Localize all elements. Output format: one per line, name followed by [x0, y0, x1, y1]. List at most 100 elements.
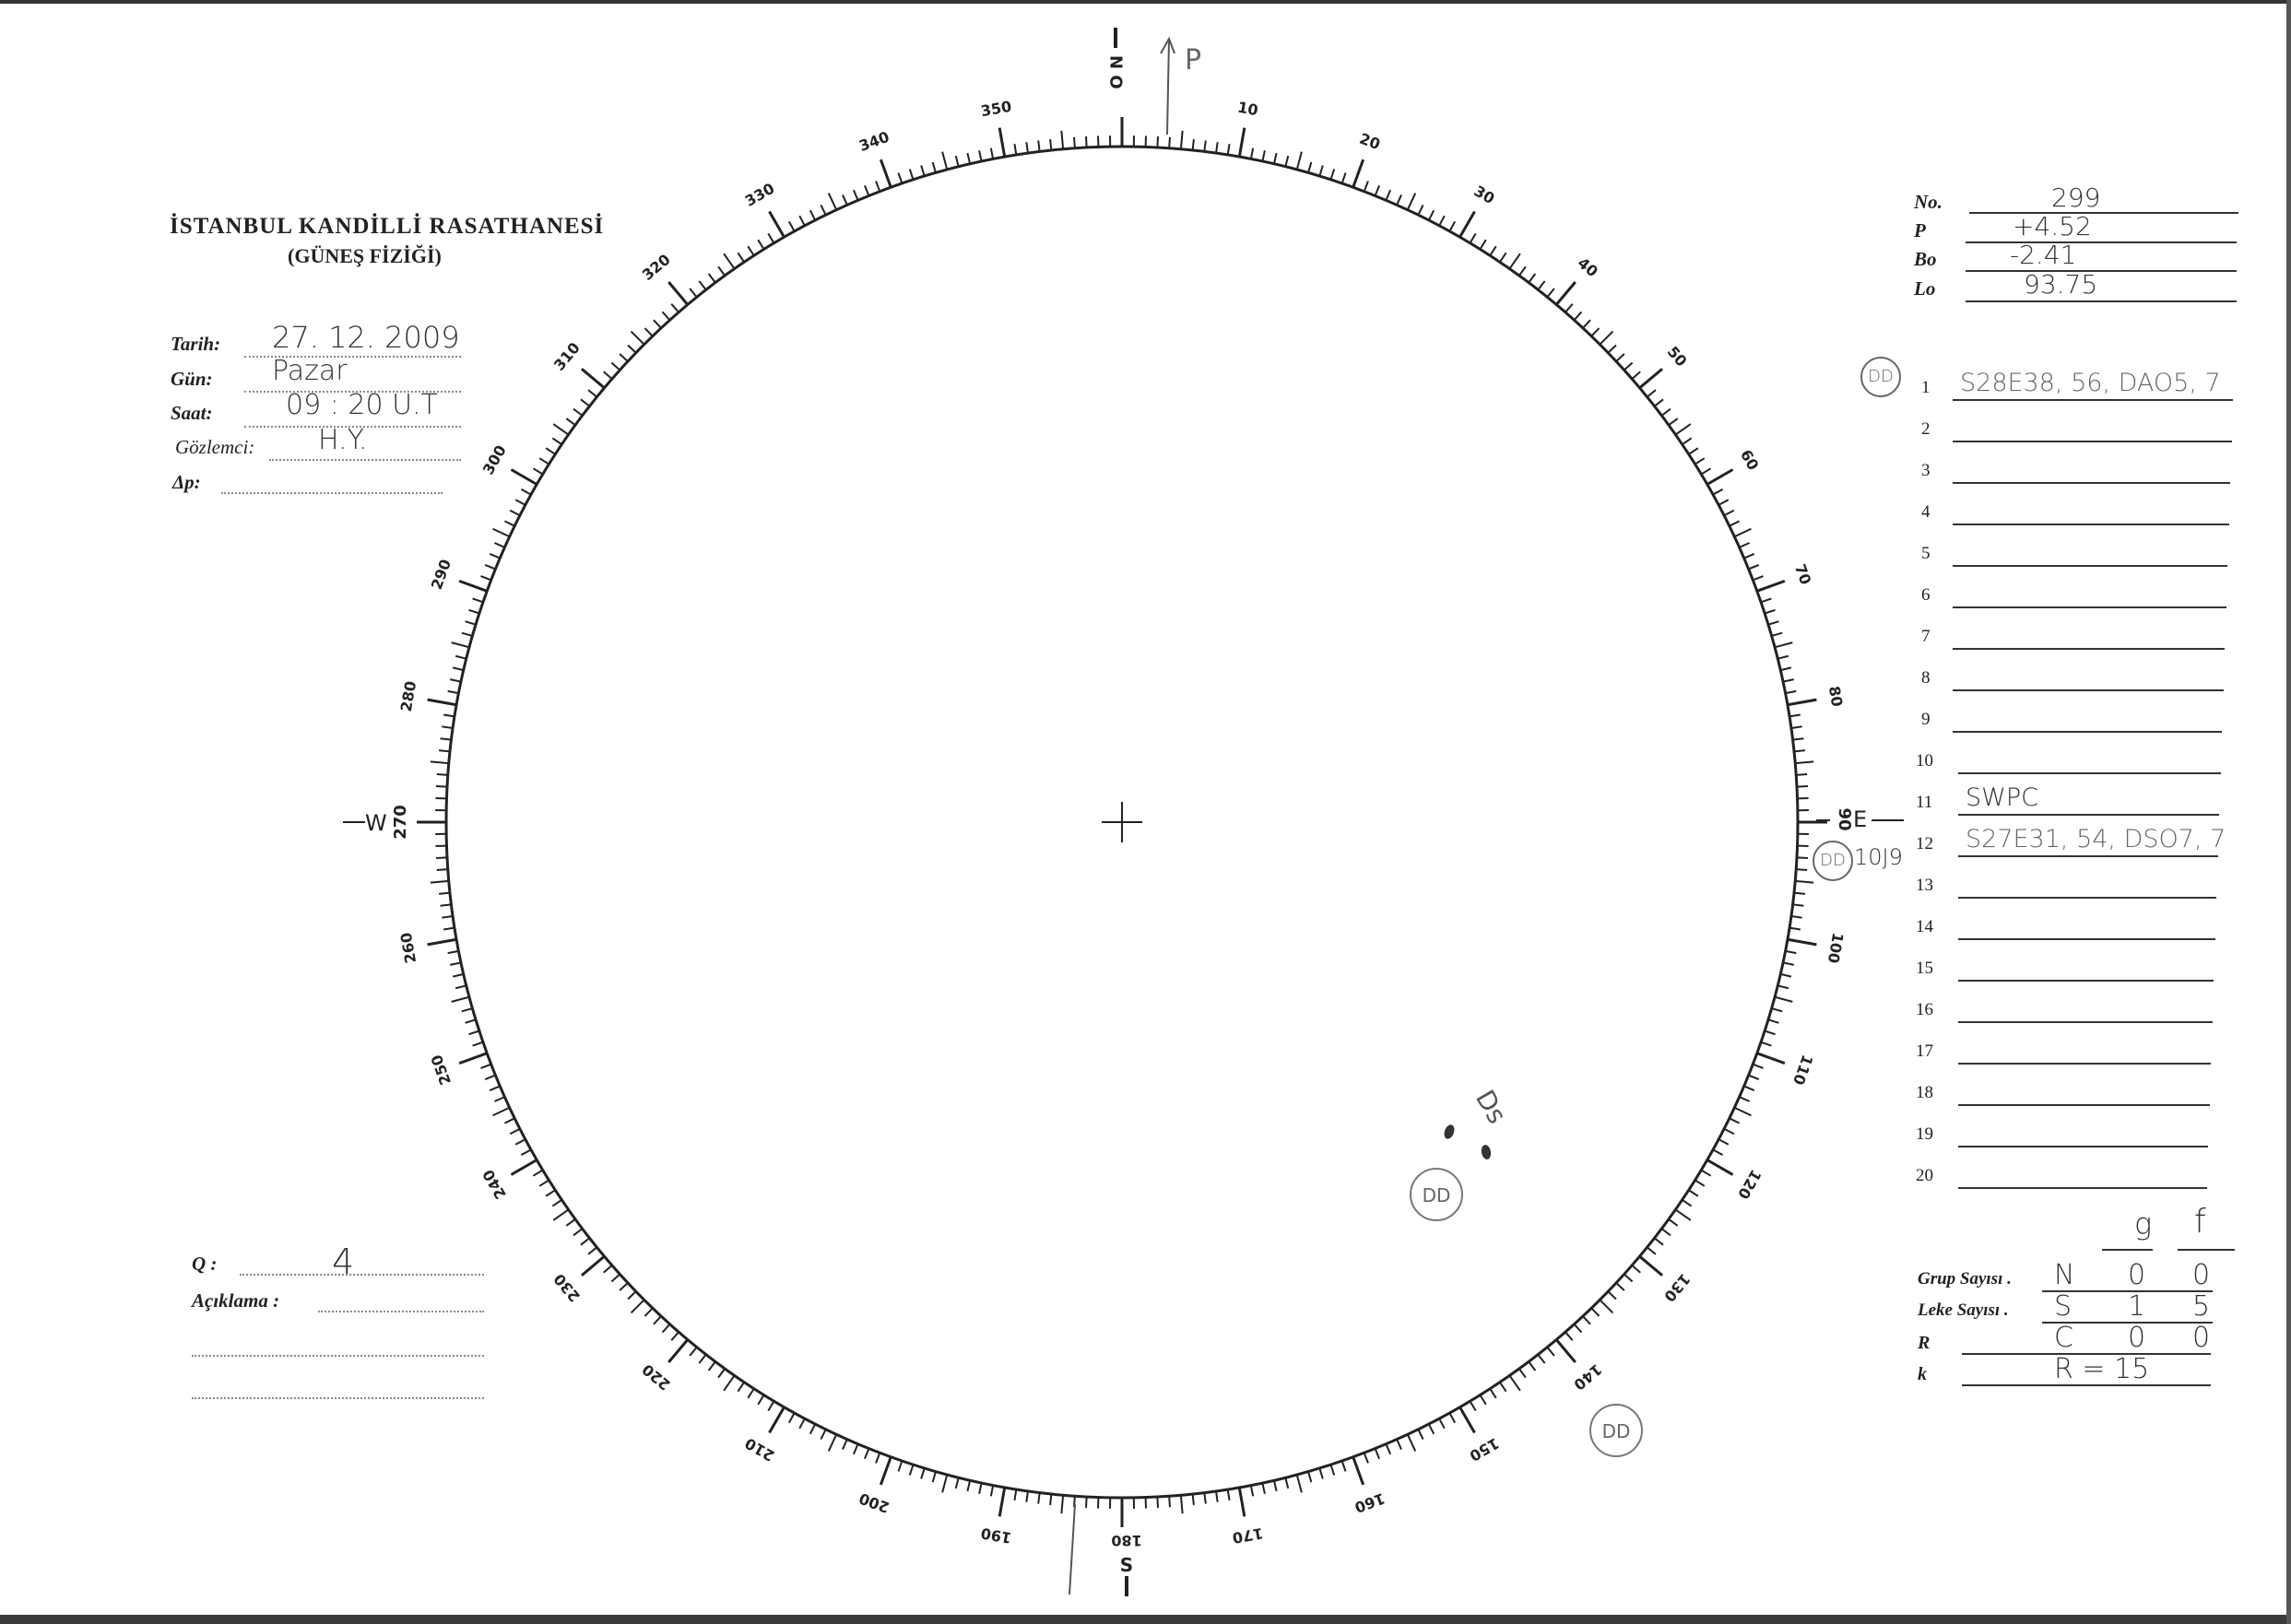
group-mark-circle: DD	[1860, 357, 1901, 397]
degree-label: 190	[979, 1524, 1012, 1548]
degree-tick	[1168, 136, 1171, 148]
degree-tick	[1215, 142, 1219, 154]
param-bo-value: -2.41	[2010, 240, 2077, 270]
degree-label: 200	[856, 1489, 892, 1516]
degree-tick	[581, 1255, 606, 1277]
degree-label: 310	[550, 339, 584, 374]
sunspot	[1444, 1124, 1455, 1139]
date-dotted-line	[244, 356, 461, 358]
degree-tick	[1508, 253, 1521, 270]
degree-tick	[920, 1467, 926, 1479]
degree-tick	[908, 1464, 915, 1476]
degree-tick	[1037, 1492, 1041, 1504]
degree-tick	[1700, 1169, 1712, 1177]
degree-tick	[455, 984, 467, 990]
degree-tick	[450, 678, 462, 683]
degree-tick	[1237, 1487, 1246, 1517]
degree-tick	[492, 1106, 511, 1117]
degree-tick	[1191, 1493, 1195, 1506]
degree-tick	[1374, 184, 1381, 196]
degree-tick	[1774, 641, 1793, 649]
degree-tick	[1590, 1307, 1600, 1317]
observer-value: H.Y.	[318, 424, 368, 456]
degree-tick	[1573, 1324, 1583, 1334]
degree-tick	[653, 319, 662, 329]
date-label: Tarih:	[171, 333, 221, 355]
degree-tick	[879, 1456, 892, 1486]
degree-tick	[627, 1290, 637, 1300]
degree-tick	[510, 468, 537, 486]
degree-tick	[1573, 311, 1583, 321]
count-hemisphere: C	[2054, 1322, 2073, 1354]
degree-tick	[468, 1030, 480, 1036]
degree-tick	[1733, 527, 1752, 538]
degree-tick	[1458, 210, 1476, 238]
group-number: 20	[1916, 1166, 1933, 1185]
group-entry: S28E38, 56, DAO5, 7	[1960, 369, 2221, 397]
degree-tick	[768, 1406, 785, 1434]
degree-tick	[1374, 1448, 1381, 1460]
degree-tick	[842, 1439, 848, 1450]
group-number: 1	[1921, 378, 1931, 397]
degree-tick	[435, 856, 448, 859]
count-f: 0	[2192, 1322, 2211, 1354]
degree-tick	[1168, 1496, 1171, 1508]
degree-tick	[1660, 1228, 1671, 1237]
degree-tick	[1752, 1063, 1764, 1069]
degree-tick	[503, 1117, 515, 1124]
group-line	[1953, 524, 2229, 525]
group-number: 5	[1921, 544, 1931, 563]
degree-tick	[1729, 1117, 1741, 1124]
degree-tick	[1688, 447, 1699, 455]
degree-tick	[661, 311, 671, 321]
degree-tick	[1795, 879, 1814, 884]
degree-tick	[1764, 608, 1776, 615]
degree-tick	[989, 147, 995, 159]
degree-tick	[565, 418, 576, 426]
degree-tick	[1787, 698, 1817, 707]
degree-tick	[723, 253, 736, 270]
degree-tick	[931, 1471, 937, 1483]
degree-tick	[580, 398, 591, 407]
spot-class-label: Ds	[1470, 1085, 1513, 1129]
q-dotted-line	[240, 1274, 484, 1276]
degree-tick	[1723, 509, 1735, 517]
count-g: 1	[2128, 1290, 2146, 1323]
degree-tick	[552, 1208, 570, 1221]
degree-tick	[1396, 1439, 1402, 1450]
degree-tick	[520, 1148, 532, 1157]
degree-tick	[1546, 1347, 1555, 1357]
degree-tick	[450, 961, 462, 966]
group-number: 14	[1916, 917, 1933, 936]
degree-tick	[573, 407, 584, 417]
degree-tick	[689, 1347, 698, 1357]
degree-tick	[787, 1412, 796, 1424]
degree-tick	[879, 159, 892, 188]
degree-tick	[978, 1482, 983, 1494]
degree-tick	[1785, 949, 1797, 955]
group-line	[1953, 648, 2225, 650]
degree-tick	[545, 1189, 556, 1197]
degree-tick	[1085, 1496, 1088, 1509]
degree-tick	[1261, 1482, 1266, 1494]
degree-label: 340	[856, 128, 892, 155]
degree-tick	[1427, 209, 1435, 221]
degree-tick	[747, 245, 755, 256]
degree-tick	[581, 368, 606, 389]
degree-tick	[767, 1400, 775, 1412]
degree-tick	[1448, 1412, 1457, 1424]
degree-tick	[1785, 689, 1797, 695]
degree-tick	[1777, 984, 1789, 990]
degree-tick	[1156, 1496, 1159, 1509]
degree-tick	[1307, 1471, 1313, 1483]
remark-label: Açıklama :	[192, 1289, 280, 1312]
degree-tick	[1295, 1474, 1303, 1493]
group-line	[1953, 482, 2230, 484]
col-f-header: f	[2194, 1203, 2206, 1241]
count-row-line	[1962, 1384, 2211, 1386]
degree-tick	[820, 1429, 827, 1441]
col-g-rule	[2102, 1249, 2153, 1251]
degree-tick	[452, 666, 465, 672]
degree-tick	[1363, 181, 1369, 193]
degree-tick	[1793, 749, 1806, 753]
